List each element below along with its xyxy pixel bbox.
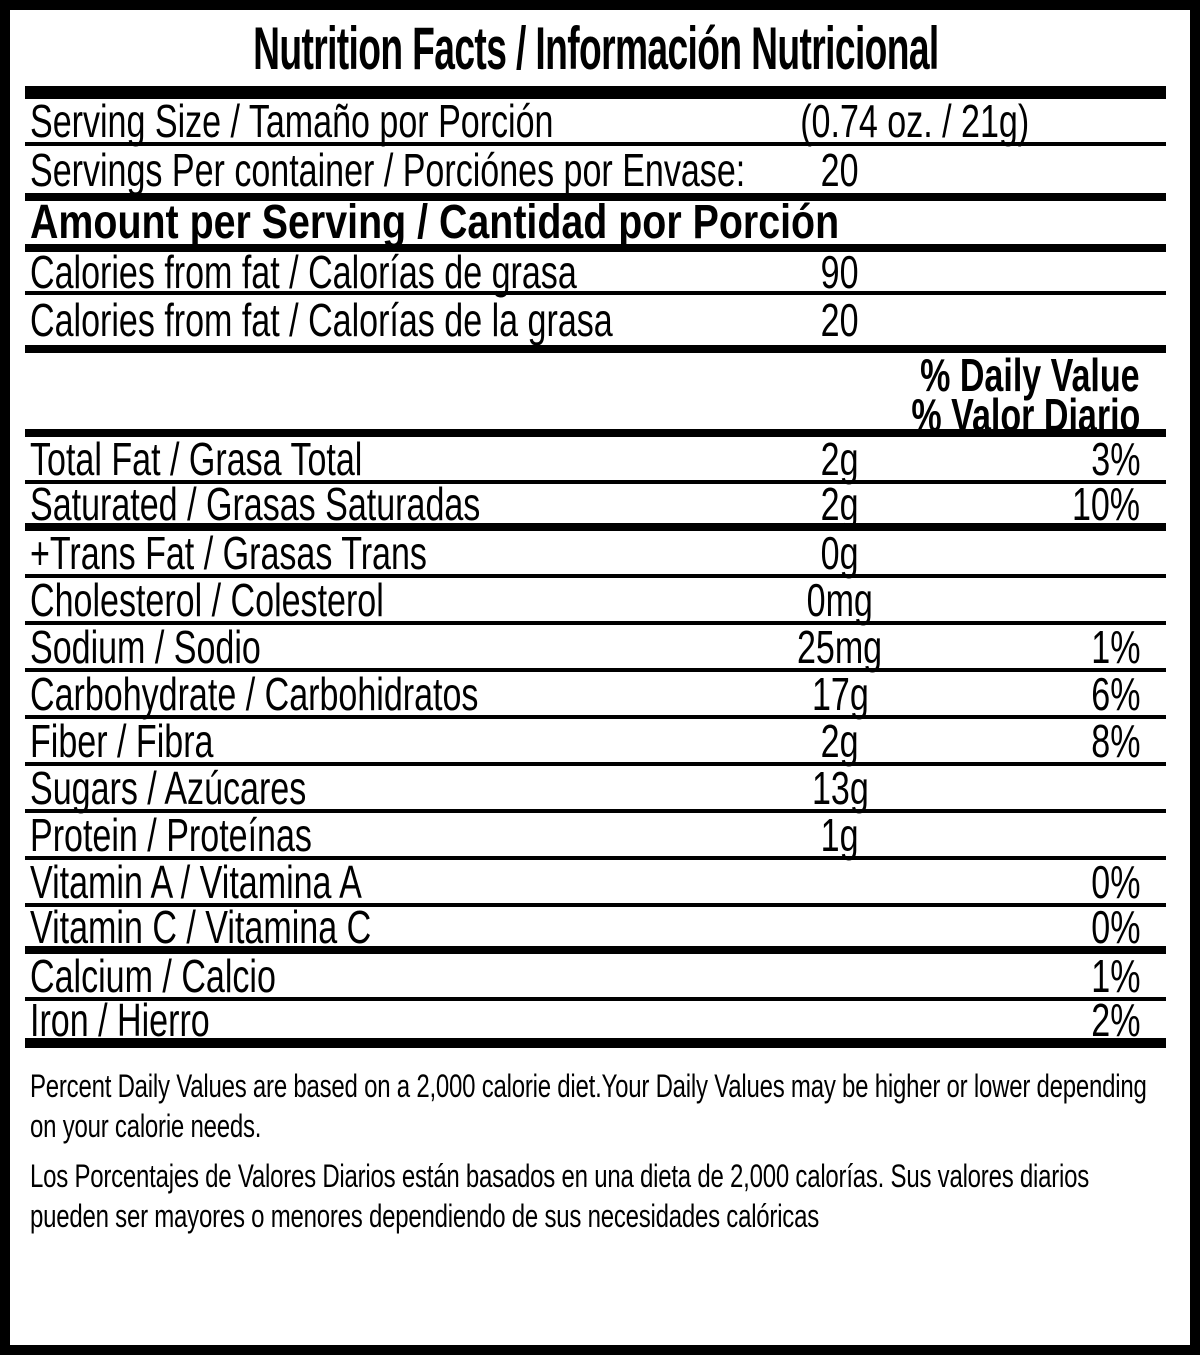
nutrient-label: Vitamin A / Vitamina A: [30, 855, 362, 908]
nutrient-amount: 0mg: [806, 573, 874, 626]
nutrient-amount: 13g: [811, 761, 869, 814]
nutrient-daily-value: 8%: [1090, 714, 1140, 767]
nutrient-daily-value: 2%: [1090, 993, 1140, 1046]
nutrient-row-cholesterol: Cholesterol / Colesterol 0mg: [25, 574, 1166, 626]
page-title: Nutrition Facts / Información Nutriciona…: [252, 14, 939, 82]
calories-row-2-label: Calories from fat / Calorías de la grasa: [30, 294, 613, 346]
nutrient-label: Vitamin C / Vitamina C: [30, 900, 372, 953]
nutrient-row-vitamin-a: Vitamin A / Vitamina A 0%: [25, 856, 1166, 908]
nutrient-row-sodium: Sodium / Sodio 25mg 1%: [25, 621, 1166, 673]
nutrient-row-calcium: Calcium / Calcio 1%: [25, 950, 1166, 1002]
nutrient-amount: 2g: [821, 477, 859, 530]
daily-value-header-en: % Daily Value: [920, 349, 1140, 401]
nutrient-label: Total Fat / Grasa Total: [30, 432, 363, 485]
serving-size-label: Serving Size / Tamaño por Porción: [30, 94, 554, 147]
nutrient-daily-value: 0%: [1090, 855, 1140, 908]
servings-per-container-value: 20: [821, 143, 859, 196]
nutrient-daily-value: 1%: [1090, 620, 1140, 673]
nutrient-daily-value: 3%: [1090, 432, 1140, 485]
nutrient-row-carbohydrate: Carbohydrate / Carbohidratos 17g 6%: [25, 668, 1166, 720]
nutrient-row-sugars: Sugars / Azúcares 13g: [25, 762, 1166, 814]
nutrient-daily-value: 10%: [1071, 477, 1140, 530]
nutrient-row-protein: Protein / Proteínas 1g: [25, 809, 1166, 861]
nutrient-label: Iron / Hierro: [30, 993, 210, 1046]
nutrient-row-vitamin-c: Vitamin C / Vitamina C 0%: [25, 901, 1166, 954]
title-divider-bar: [25, 86, 1166, 99]
nutrient-daily-value: [970, 573, 1140, 627]
nutrient-label: Protein / Proteínas: [30, 808, 312, 861]
nutrient-daily-value: [970, 526, 1140, 580]
nutrient-label: Carbohydrate / Carbohidratos: [30, 667, 479, 720]
nutrient-row-iron: Iron / Hierro 2%: [25, 994, 1166, 1048]
nutrient-amount: 2g: [821, 714, 859, 767]
footnote-english: Percent Daily Values are based on a 2,00…: [30, 1068, 1147, 1144]
nutrient-daily-value: 6%: [1090, 667, 1140, 720]
nutrient-amount: 25mg: [797, 620, 883, 673]
footnote-spanish: Los Porcentajes de Valores Diarios están…: [30, 1158, 1090, 1234]
nutrient-label: Fiber / Fibra: [30, 714, 214, 767]
serving-size-value: (0.74 oz. / 21g): [800, 94, 1030, 147]
footnotes: Percent Daily Values are based on a 2,00…: [25, 1048, 1166, 1236]
daily-value-header-es: % Valor Diario: [911, 389, 1140, 441]
nutrient-daily-value: 0%: [1090, 900, 1140, 953]
nutrient-amount: 2g: [821, 432, 859, 485]
nutrient-daily-value: [970, 808, 1140, 862]
nutrient-daily-value: [970, 761, 1140, 815]
calories-row-1-value: 90: [821, 245, 859, 298]
nutrient-label: Sugars / Azúcares: [30, 761, 307, 814]
amount-per-serving-label: Amount per Serving / Cantidad por Porció…: [30, 196, 840, 249]
nutrient-daily-value: 1%: [1090, 949, 1140, 1002]
nutrient-label: Sodium / Sodio: [30, 620, 261, 673]
nutrient-row-fiber: Fiber / Fibra 2g 8%: [25, 715, 1166, 767]
nutrient-label: Saturated / Grasas Saturadas: [30, 477, 481, 530]
nutrient-label: +Trans Fat / Grasas Trans: [30, 526, 427, 579]
serving-size-row: Serving Size / Tamaño por Porción (0.74 …: [25, 95, 1166, 147]
servings-per-container-row: Servings Per container / Porciónes por E…: [25, 143, 1166, 201]
nutrient-amount: [710, 900, 970, 954]
nutrient-amount: 1g: [821, 808, 859, 861]
daily-value-header-block: % Daily Value % Valor Diario: [25, 349, 1166, 441]
nutrient-amount: [710, 993, 970, 1047]
servings-per-container-label: Servings Per container / Porciónes por E…: [30, 143, 746, 196]
nutrient-label: Cholesterol / Colesterol: [30, 573, 384, 626]
calories-row-1-label: Calories from fat / Calorías de grasa: [30, 245, 577, 298]
calories-row-2-value: 20: [821, 294, 859, 346]
nutrient-amount: 17g: [811, 667, 869, 720]
amount-per-serving-header: Amount per Serving / Cantidad por Porció…: [25, 196, 1166, 252]
nutrient-amount: 0g: [821, 526, 859, 579]
label-title-row: Nutrition Facts / Información Nutriciona…: [25, 10, 1166, 86]
nutrient-row-saturated-fat: Saturated / Grasas Saturadas 2g 10%: [25, 478, 1166, 531]
nutrient-label: Calcium / Calcio: [30, 949, 276, 1002]
calories-row-2: Calories from fat / Calorías de la grasa…: [25, 294, 1166, 353]
nutrient-row-trans-fat: +Trans Fat / Grasas Trans 0g: [25, 527, 1166, 579]
nutrient-row-total-fat: Total Fat / Grasa Total 2g 3%: [25, 433, 1166, 485]
calories-row-1: Calories from fat / Calorías de grasa 90: [25, 246, 1166, 298]
label-content: Nutrition Facts / Información Nutriciona…: [25, 10, 1166, 1236]
